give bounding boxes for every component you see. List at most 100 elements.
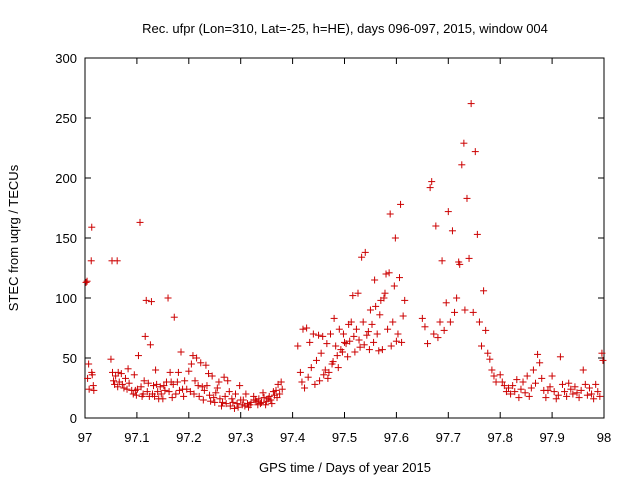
data-point — [187, 360, 195, 368]
data-point — [538, 374, 546, 382]
data-point — [200, 386, 208, 394]
data-point — [359, 318, 367, 326]
data-point — [307, 364, 315, 372]
data-point — [216, 395, 224, 403]
data-point — [191, 377, 199, 385]
x-tick-label: 97.9 — [539, 430, 564, 445]
data-point — [117, 370, 125, 378]
data-point — [458, 161, 466, 169]
data-point — [228, 395, 236, 403]
data-point — [390, 282, 398, 290]
data-point — [323, 340, 331, 348]
data-point — [88, 371, 96, 379]
data-point — [461, 306, 469, 314]
data-point — [256, 400, 264, 408]
data-point — [210, 394, 218, 402]
data-point — [460, 139, 468, 147]
data-point — [342, 340, 350, 348]
data-point — [363, 331, 371, 339]
data-point — [517, 385, 525, 393]
data-point — [320, 371, 328, 379]
data-point — [236, 382, 244, 390]
data-point — [278, 385, 286, 393]
data-point — [478, 342, 486, 350]
data-point — [207, 397, 215, 405]
data-point — [426, 184, 434, 192]
data-point — [380, 294, 388, 302]
x-tick-label: 97.4 — [280, 430, 305, 445]
data-point — [225, 388, 233, 396]
data-point — [166, 368, 174, 376]
data-point — [190, 390, 198, 398]
data-point — [358, 253, 366, 261]
data-point — [309, 330, 317, 338]
data-point — [144, 379, 152, 387]
data-point — [177, 348, 185, 356]
x-tick-label: 97 — [78, 430, 92, 445]
data-point — [341, 338, 348, 346]
data-point — [563, 392, 571, 400]
data-point — [154, 388, 162, 396]
data-point — [139, 390, 147, 398]
data-point — [396, 274, 404, 282]
data-point — [577, 386, 585, 394]
data-point — [312, 356, 320, 364]
data-point — [159, 395, 167, 403]
data-point — [498, 378, 506, 386]
data-point — [121, 374, 129, 382]
data-point — [418, 314, 426, 322]
data-point — [484, 349, 492, 357]
y-tick-label: 200 — [55, 171, 77, 186]
data-point — [471, 148, 479, 156]
data-point — [527, 384, 535, 392]
data-point — [428, 178, 436, 186]
data-point — [529, 366, 537, 374]
data-point — [370, 338, 378, 346]
data-point — [118, 380, 126, 388]
data-point — [344, 353, 352, 361]
data-point — [465, 254, 473, 262]
data-point — [531, 379, 539, 387]
data-point — [389, 318, 397, 326]
data-point — [368, 320, 376, 328]
data-point — [259, 389, 267, 397]
y-tick-label: 50 — [63, 351, 77, 366]
data-point — [519, 378, 527, 386]
data-point — [301, 384, 309, 392]
data-point — [220, 373, 228, 381]
data-point — [542, 394, 550, 402]
data-point — [185, 367, 193, 375]
data-point — [247, 398, 255, 406]
data-point — [299, 325, 307, 333]
data-point — [242, 390, 250, 398]
data-point — [198, 383, 206, 391]
x-axis: 97 97.1 97.2 97.3 97.4 97.5 97.6 97.7 97.8 97.9 98 — [78, 58, 611, 445]
data-point — [132, 391, 140, 399]
data-point — [205, 370, 213, 378]
data-point — [394, 330, 402, 338]
data-point — [180, 392, 188, 400]
data-point — [169, 380, 177, 388]
data-point — [525, 392, 533, 400]
data-point — [222, 400, 230, 408]
data-point — [333, 352, 341, 360]
data-point — [234, 403, 242, 411]
chart-title: Rec. ufpr (Lon=310, Lat=-25, h=HE), days… — [142, 21, 548, 36]
data-point — [382, 270, 390, 278]
data-point — [544, 386, 552, 394]
data-point — [276, 390, 284, 398]
data-point — [536, 359, 544, 367]
data-point — [456, 260, 464, 268]
data-point — [230, 404, 238, 412]
data-point — [150, 382, 158, 390]
data-point — [492, 378, 500, 386]
data-point — [448, 227, 456, 235]
data-point — [125, 379, 133, 387]
data-point — [339, 330, 347, 338]
data-point — [360, 341, 368, 349]
data-point — [114, 368, 122, 376]
data-point — [546, 383, 554, 391]
data-point — [213, 384, 221, 392]
data-point — [317, 349, 325, 357]
data-point — [112, 372, 120, 380]
